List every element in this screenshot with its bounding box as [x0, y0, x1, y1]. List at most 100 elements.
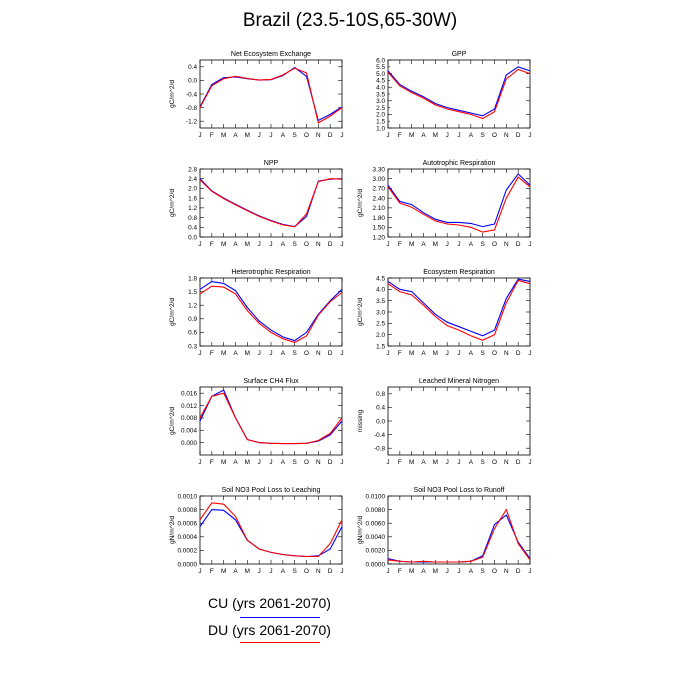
x-tick-label: A: [421, 350, 426, 357]
chart-panel: Soil NO3 Pool Loss to Runoff 0.0100 0.0080…: [357, 487, 532, 575]
series-line-du: [199, 392, 343, 445]
panel-title: Soil NO3 Pool Loss to Leaching: [222, 487, 321, 494]
x-tick-label: J: [198, 132, 201, 139]
x-tick-label: J: [340, 459, 343, 466]
x-tick-label: J: [198, 568, 201, 575]
legend-label-du: DU (yrs 2061-2070): [208, 622, 331, 638]
y-tick-label: 1.80: [373, 215, 386, 222]
series-line-cu: [387, 278, 531, 337]
y-axis-label: gC/m^2/d: [357, 298, 364, 326]
y-tick-label: 2.0: [376, 332, 385, 339]
panel-title: Surface CH4 Flux: [243, 378, 299, 385]
series-line-cu: [387, 66, 531, 117]
series-line-du: [199, 178, 343, 228]
x-tick-label: J: [340, 568, 343, 575]
x-tick-label: A: [469, 568, 474, 575]
x-tick-label: M: [245, 241, 250, 248]
figure-title: Brazil (23.5-10S,65-30W): [242, 10, 458, 31]
x-tick-label: F: [210, 568, 214, 575]
legend-line-du: [240, 642, 320, 643]
y-tick-label: 3.00: [373, 176, 386, 183]
x-tick-label: N: [504, 350, 509, 357]
x-tick-label: M: [245, 350, 250, 357]
y-tick-label: -1.2: [186, 119, 197, 126]
x-tick-label: N: [316, 568, 321, 575]
x-tick-label: S: [481, 350, 485, 357]
x-tick-label: A: [421, 459, 426, 466]
x-tick-label: O: [304, 350, 309, 357]
x-tick-label: A: [281, 132, 286, 139]
x-tick-label: M: [433, 568, 438, 575]
y-tick-label: 1.20: [373, 234, 386, 241]
x-tick-label: M: [245, 132, 250, 139]
y-axis-label: gC/m^2/d: [357, 189, 364, 217]
panel-title: Net Ecosystem Exchange: [231, 51, 311, 58]
x-tick-label: S: [293, 132, 297, 139]
x-tick-label: M: [221, 350, 226, 357]
y-tick-label: 1.2: [188, 303, 197, 310]
y-tick-label: -0.4: [186, 91, 197, 98]
y-axis-label: gC/m^2/d: [169, 189, 176, 217]
x-tick-label: J: [386, 459, 389, 466]
panel-title: Heterotrophic Respiration: [231, 269, 310, 276]
series-line-cu: [387, 514, 531, 563]
x-tick-label: J: [340, 350, 343, 357]
y-tick-label: 2.70: [373, 186, 386, 193]
x-tick-label: J: [457, 459, 460, 466]
series-line-du: [199, 67, 343, 124]
y-tick-label: 4.0: [376, 287, 385, 294]
y-tick-label: 5.5: [376, 64, 385, 71]
x-tick-label: J: [269, 132, 272, 139]
y-axis-label: missing: [357, 409, 364, 432]
x-tick-label: M: [433, 241, 438, 248]
x-tick-label: F: [210, 350, 214, 357]
x-tick-label: N: [316, 459, 321, 466]
x-tick-label: J: [258, 241, 261, 248]
x-tick-label: J: [528, 350, 531, 357]
series-line-cu: [199, 66, 343, 122]
x-tick-label: M: [221, 568, 226, 575]
y-tick-label: 0.0008: [177, 507, 197, 514]
x-tick-label: O: [492, 568, 497, 575]
y-tick-label: 0.0040: [365, 534, 385, 541]
x-tick-label: J: [198, 350, 201, 357]
x-tick-label: J: [457, 568, 460, 575]
y-tick-label: 0.0: [376, 418, 385, 425]
plot-frame: [387, 386, 531, 456]
x-tick-label: M: [433, 459, 438, 466]
x-tick-label: A: [469, 132, 474, 139]
x-tick-label: F: [398, 350, 402, 357]
y-tick-label: 3.5: [376, 91, 385, 98]
y-tick-label: -0.4: [374, 432, 385, 439]
series-line-du: [199, 502, 343, 558]
y-tick-label: 1.0: [376, 125, 385, 132]
x-tick-label: D: [516, 241, 521, 248]
y-axis-label: gC/m^2/d: [169, 80, 176, 108]
y-tick-label: 3.0: [376, 309, 385, 316]
plot-frame: [199, 59, 343, 129]
y-tick-label: 0.0100: [365, 493, 385, 500]
x-tick-label: J: [386, 241, 389, 248]
x-tick-label: A: [281, 568, 286, 575]
y-tick-label: 0.4: [376, 405, 385, 412]
y-tick-label: 0.0002: [177, 548, 197, 555]
x-tick-label: M: [221, 459, 226, 466]
series-line-cu: [199, 178, 343, 228]
x-tick-label: S: [481, 459, 485, 466]
y-tick-label: 0.008: [181, 415, 197, 422]
x-tick-label: F: [210, 459, 214, 466]
x-tick-label: J: [457, 350, 460, 357]
x-tick-label: J: [258, 459, 261, 466]
x-tick-label: M: [409, 241, 414, 248]
x-tick-label: N: [316, 350, 321, 357]
x-tick-label: M: [245, 459, 250, 466]
x-tick-label: O: [304, 241, 309, 248]
y-tick-label: 6.0: [376, 57, 385, 64]
chart-panel: Leached Mineral Nitrogen 0.8 0.4 0.0 -0.4 -0.…: [357, 378, 532, 466]
x-tick-label: J: [446, 241, 449, 248]
x-tick-label: J: [269, 241, 272, 248]
x-tick-label: J: [528, 241, 531, 248]
x-tick-label: A: [421, 132, 426, 139]
